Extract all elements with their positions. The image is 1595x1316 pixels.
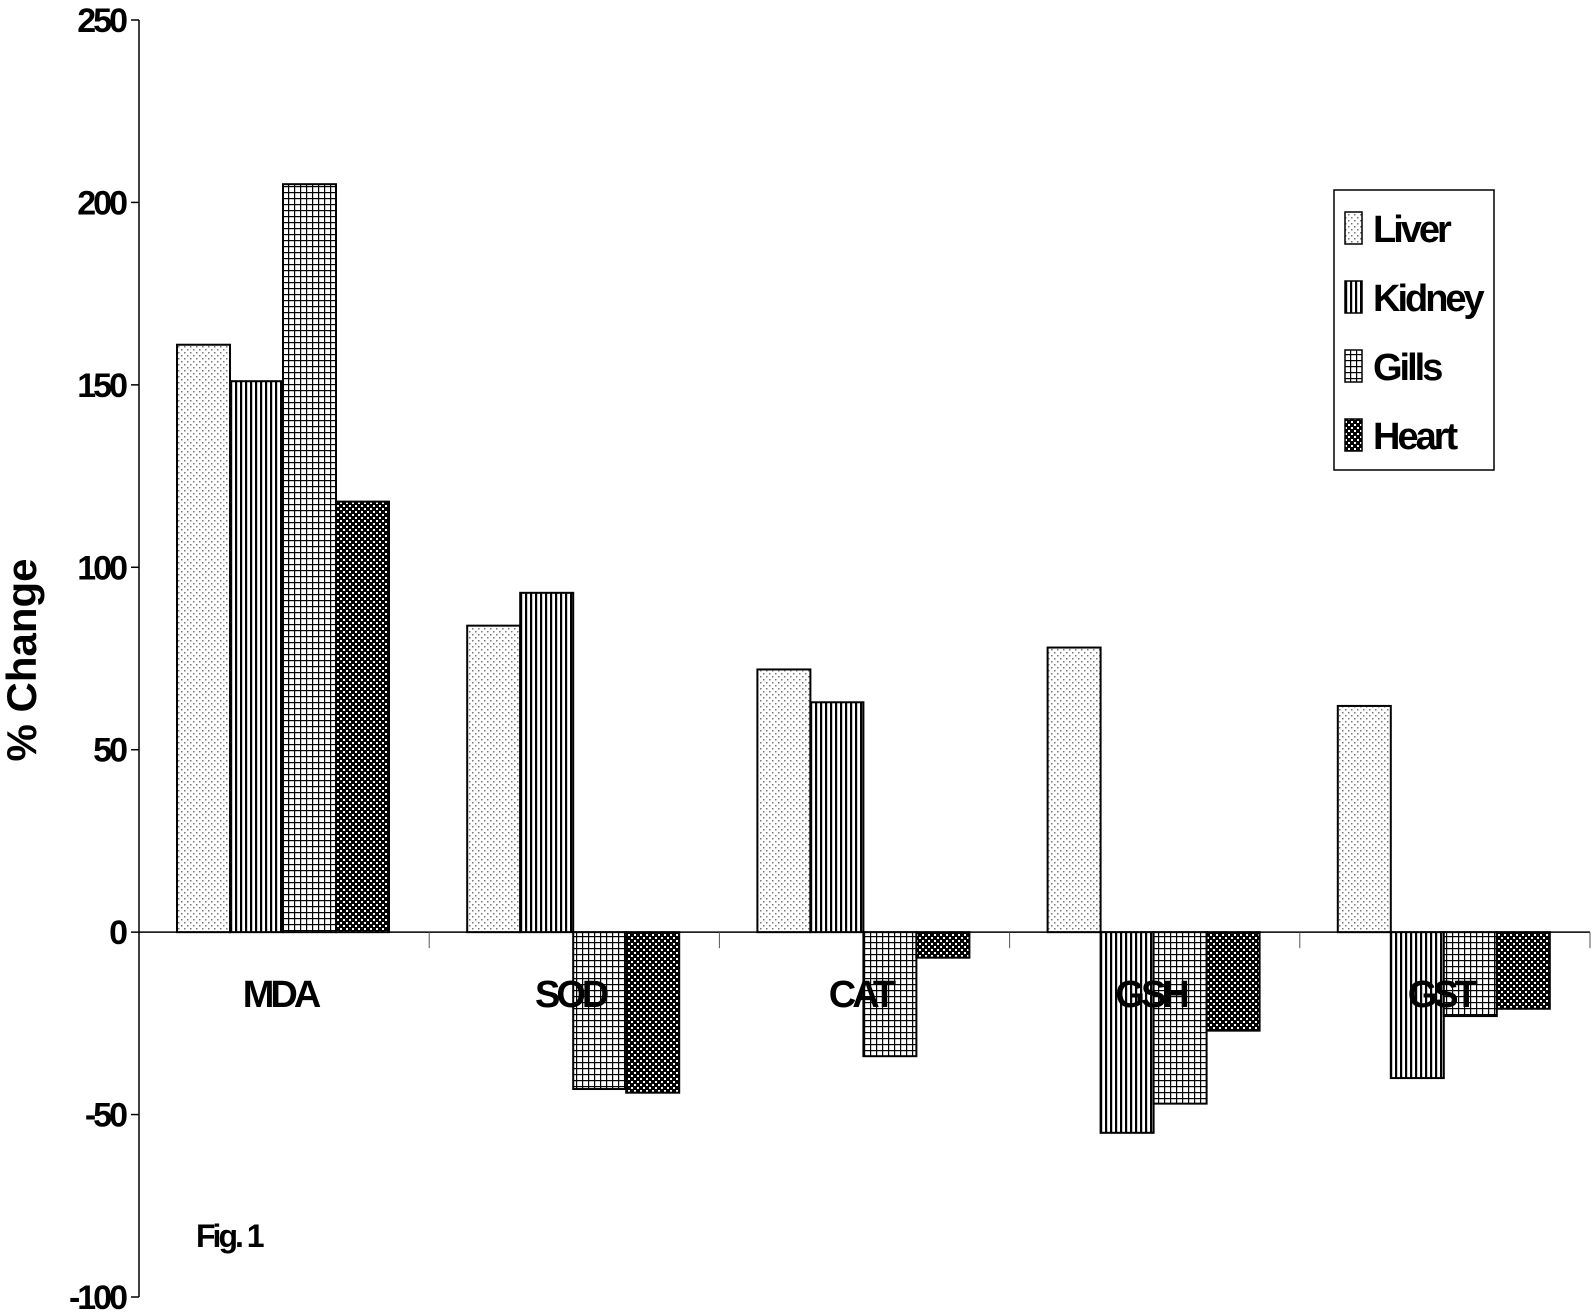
legend-label: Gills xyxy=(1373,347,1442,389)
figure-annotation: Fig. 1 xyxy=(196,1218,264,1254)
legend-swatch-kidney xyxy=(1344,280,1363,314)
y-tick-label: 150 xyxy=(77,367,127,405)
bar-cat-liver xyxy=(756,668,812,934)
axes: 250 200 150 100 50 0 -50 -100 xyxy=(69,2,1591,1316)
bars xyxy=(176,183,1551,1134)
x-axis-ticks xyxy=(428,932,1591,949)
bar-gsh-heart xyxy=(1205,931,1261,1032)
legend-swatch-liver xyxy=(1344,211,1363,245)
y-tick-label: 200 xyxy=(77,184,127,222)
bar-cat-kidney xyxy=(809,701,865,934)
legend-label: Heart xyxy=(1373,416,1458,458)
bar-gsh-gills xyxy=(1152,931,1208,1105)
bar-gst-kidney xyxy=(1389,931,1445,1080)
bar-cat-gills xyxy=(862,931,918,1058)
y-axis-ticks: 250 200 150 100 50 0 -50 -100 xyxy=(69,2,139,1316)
bar-gsh-kidney xyxy=(1099,931,1155,1134)
legend-label: Liver xyxy=(1373,209,1452,251)
bar-mda-gills xyxy=(282,183,337,934)
bar-gst-heart xyxy=(1495,931,1551,1010)
bar-sod-heart xyxy=(625,931,681,1094)
bar-sod-kidney xyxy=(519,591,575,934)
category-label: GST xyxy=(1408,974,1478,1016)
bar-sod-gills xyxy=(572,931,628,1091)
bar-mda-heart xyxy=(335,500,390,934)
category-label: MDA xyxy=(243,974,321,1016)
bar-gsh-liver xyxy=(1046,646,1102,934)
category-labels: MDA SOD CAT GSH GST xyxy=(243,974,1482,1016)
category-label: CAT xyxy=(829,974,896,1016)
bar-mda-liver xyxy=(176,343,231,934)
y-tick-label: 250 xyxy=(77,2,127,40)
y-tick-label: 0 xyxy=(109,914,127,952)
bar-sod-liver xyxy=(466,624,522,934)
y-axis-label: % Change xyxy=(0,558,45,761)
y-tick-label: -100 xyxy=(69,1279,127,1316)
bar-gst-liver xyxy=(1336,704,1392,934)
legend-swatch-gills xyxy=(1344,349,1363,383)
category-label: SOD xyxy=(535,974,608,1016)
y-tick-label: 50 xyxy=(93,732,127,770)
category-label: GSH xyxy=(1115,974,1187,1016)
legend: Liver Kidney Gills Heart xyxy=(1333,189,1495,471)
y-tick-label: -50 xyxy=(85,1097,127,1135)
bar-cat-heart xyxy=(915,931,971,959)
bar-mda-kidney xyxy=(229,380,284,934)
y-tick-label: 100 xyxy=(77,549,127,587)
legend-swatch-heart xyxy=(1344,418,1363,452)
legend-label: Kidney xyxy=(1373,278,1485,320)
